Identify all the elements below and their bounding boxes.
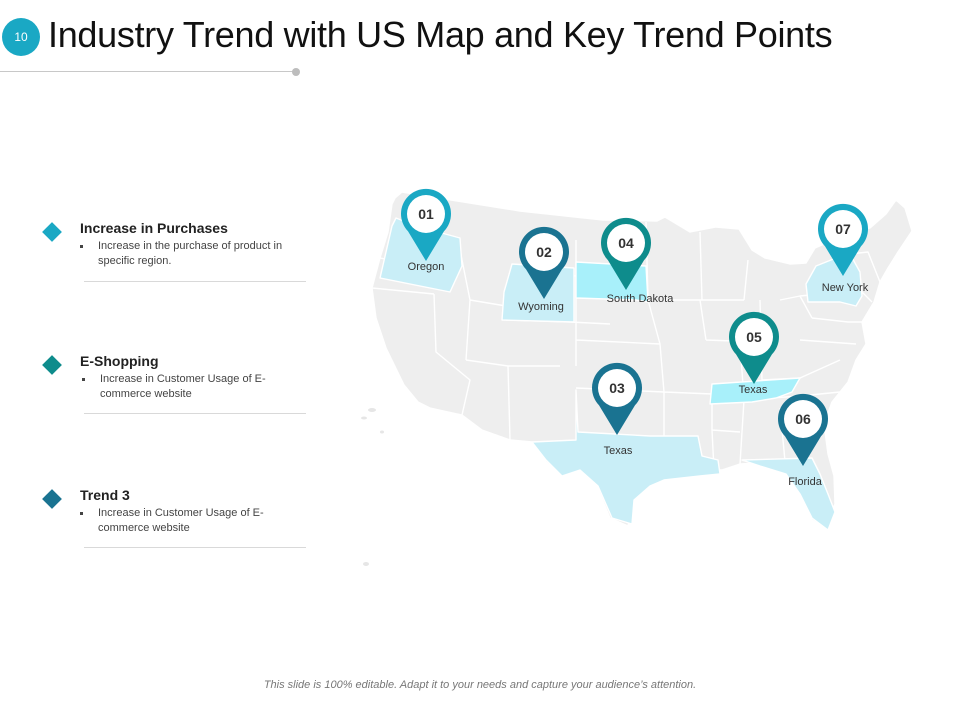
map-pin-02: 02 Wyoming: [518, 226, 569, 313]
pin-inner-circle: [824, 210, 862, 248]
us-map: 01 Oregon 02 Wyoming 03 Texas 04 South Dakota 05…: [361, 188, 913, 566]
pin-inner-circle: [735, 318, 773, 356]
map-pin-03: 03 Texas: [592, 362, 642, 457]
diamond-icon: [42, 222, 62, 242]
pin-number: 06: [795, 411, 811, 427]
trend-heading: E-Shopping: [80, 353, 159, 369]
bullet-square-icon: [80, 245, 83, 248]
slide-number-badge: 10: [2, 18, 40, 56]
bullet-square-icon: [82, 378, 85, 381]
pin-number: 07: [835, 221, 851, 237]
pin-state-label: Wyoming: [518, 301, 564, 313]
map-pin-06: 06 Florida: [777, 393, 828, 488]
pin-inner-circle: [598, 369, 636, 407]
state-florida: [741, 457, 836, 531]
trend-divider: [84, 281, 306, 282]
trend-bullet: Increase in the purchase of product in s…: [80, 239, 310, 269]
trend-text: Increase in Customer Usage of E-commerce…: [98, 507, 264, 534]
diamond-icon: [42, 355, 62, 375]
diamond-icon: [42, 489, 62, 509]
pin-state-label: New York: [822, 282, 869, 294]
map-pin-04: 04 South Dakota: [601, 217, 675, 305]
coastal-islands: [361, 408, 384, 566]
trend-text: Increase in Customer Usage of E-commerce…: [100, 373, 266, 400]
trend-heading: Increase in Purchases: [80, 220, 228, 236]
footer-note: This slide is 100% editable. Adapt it to…: [263, 679, 697, 691]
pin-inner-circle: [525, 233, 563, 271]
bullet-square-icon: [80, 512, 83, 515]
trend-text: Increase in the purchase of product in s…: [98, 240, 283, 267]
map-pins: 01 Oregon 02 Wyoming 03 Texas 04 South Dakota 05…: [401, 188, 869, 488]
pin-inner-circle: [607, 224, 645, 262]
trend-bullet: Increase in Customer Usage of E-commerce…: [82, 372, 312, 402]
pin-state-label: Oregon: [408, 261, 445, 273]
state-tennessee: [709, 377, 801, 405]
pin-state-label: Florida: [788, 476, 823, 488]
pin-number: 05: [746, 329, 762, 345]
pin-number: 01: [418, 206, 434, 222]
pin-state-label: Texas: [739, 384, 768, 396]
pin-state-label: Texas: [604, 445, 633, 457]
map-pin-05: 05 Texas: [729, 311, 780, 396]
map-pin-01: 01 Oregon: [401, 188, 451, 273]
trend-divider: [84, 413, 306, 414]
title-divider-dot: [292, 68, 300, 76]
state-texas: [531, 389, 721, 525]
trend-item-2: E-Shopping Increase in Customer Usage of…: [40, 353, 310, 415]
title-divider: [0, 71, 296, 72]
pin-state-label: South Dakota: [607, 293, 675, 305]
pin-number: 04: [618, 235, 634, 251]
trend-heading: Trend 3: [80, 487, 130, 503]
pin-number: 02: [536, 244, 552, 260]
map-pin-07: 07 New York: [818, 203, 869, 294]
pin-number: 03: [609, 380, 625, 396]
pin-inner-circle: [784, 400, 822, 438]
trend-bullet: Increase in Customer Usage of E-commerce…: [80, 506, 310, 536]
page-title: Industry Trend with US Map and Key Trend…: [48, 14, 833, 55]
pin-inner-circle: [407, 195, 445, 233]
trend-item-3: Trend 3 Increase in Customer Usage of E-…: [40, 487, 310, 549]
trend-item-1: Increase in Purchases Increase in the pu…: [40, 220, 310, 282]
trend-divider: [84, 547, 306, 548]
